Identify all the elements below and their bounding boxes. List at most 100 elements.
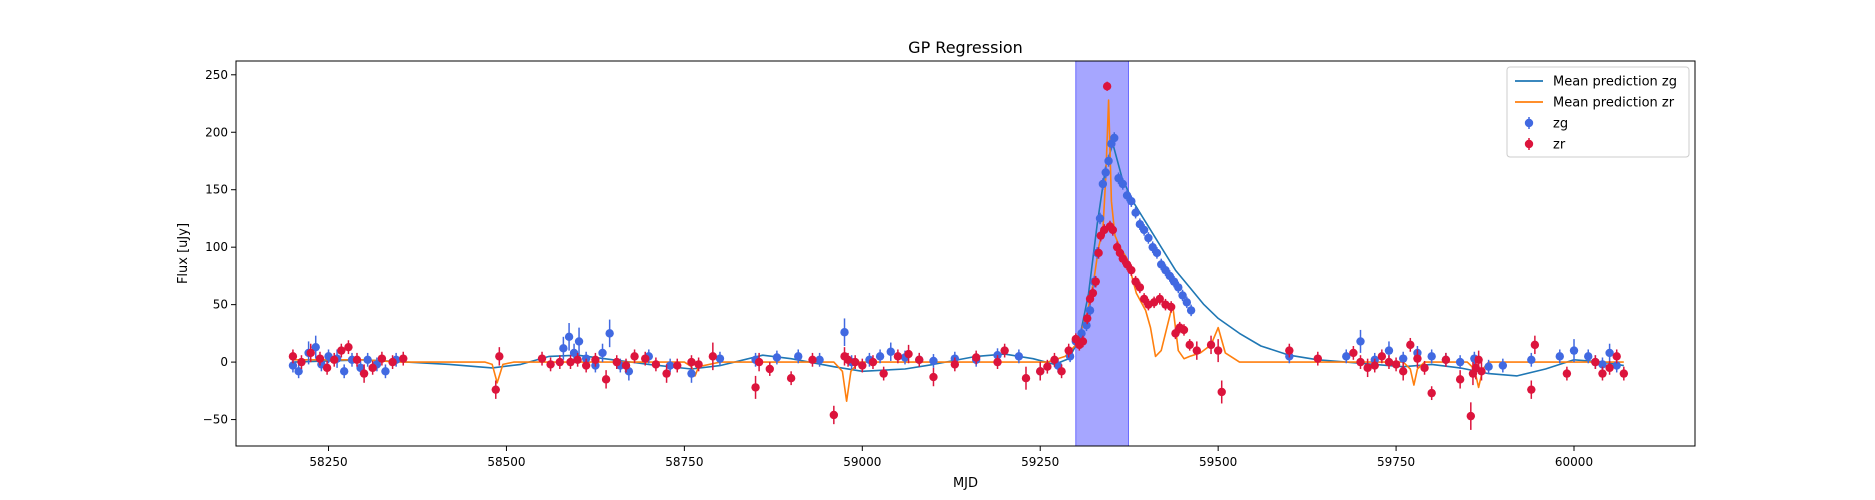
legend-box (1506, 66, 1690, 158)
data-point-zg (1169, 277, 1179, 286)
data-point-zg (605, 329, 614, 338)
data-point-zr (1021, 373, 1031, 383)
data-point-zr (591, 355, 600, 365)
observation-points-layer (288, 81, 1629, 430)
data-point-zg (715, 354, 725, 363)
data-point-zr (630, 352, 639, 361)
data-point-zg (1605, 348, 1614, 358)
data-point-zr (537, 354, 547, 363)
data-point-zr (621, 361, 631, 370)
data-point-zg (1178, 291, 1187, 300)
y-axis-ticks: −50 0 50 100 150 200 250 (203, 68, 236, 427)
data-point-zr (971, 353, 981, 362)
data-point-zr (751, 383, 760, 392)
data-point-zr (601, 375, 611, 384)
data-point-zg (1131, 208, 1140, 217)
data-point-zg (886, 347, 895, 356)
data-point-zg (875, 352, 885, 361)
legend: Mean prediction zg Mean prediction zr zg zr (1506, 66, 1690, 158)
data-point-zg (1182, 298, 1192, 307)
data-point-zg (1095, 214, 1105, 223)
data-point-zg (1152, 248, 1162, 258)
data-point-zg (559, 344, 568, 353)
data-point-zg (1098, 179, 1108, 189)
data-point-zg (929, 356, 938, 366)
data-point-zr (754, 357, 764, 367)
data-point-zr (1285, 346, 1294, 355)
data-point-zg (1085, 306, 1095, 315)
data-point-zg (1139, 225, 1149, 235)
data-point-zg (1584, 352, 1593, 361)
data-point-zr (1477, 367, 1486, 376)
data-point-zr (1083, 314, 1092, 323)
data-point-zr (1356, 357, 1365, 367)
data-point-zr (651, 360, 661, 369)
data-point-zr (1598, 369, 1607, 378)
data-point-zr (1619, 369, 1629, 378)
data-point-zr (1206, 340, 1216, 350)
data-point-zr (1078, 337, 1088, 346)
x-tick-label: 60000 (1555, 455, 1593, 469)
data-point-zr (1091, 277, 1100, 286)
data-point-zg (1101, 168, 1110, 177)
data-point-zr (1127, 265, 1136, 275)
data-point-zr (858, 361, 867, 370)
data-point-zr (1406, 340, 1415, 350)
data-point-zr (1605, 363, 1614, 373)
data-point-zr (555, 357, 565, 367)
data-point-zg (294, 367, 303, 376)
data-point-zr (1043, 362, 1052, 371)
data-point-zg (1427, 352, 1436, 361)
data-point-zg (840, 328, 849, 337)
data-point-zg (1555, 352, 1564, 361)
data-point-zg (1122, 191, 1132, 200)
data-point-zr (315, 354, 325, 363)
data-point-zr (322, 363, 332, 373)
data-point-zg (1135, 219, 1145, 229)
data-point-zr (581, 361, 591, 370)
data-point-zg (1342, 352, 1351, 361)
data-point-zr (1135, 283, 1145, 292)
data-point-zg (1165, 271, 1174, 281)
y-tick-label: 100 (205, 240, 228, 254)
data-point-zr (297, 357, 306, 367)
data-point-zr (573, 355, 582, 365)
data-point-zg (665, 361, 675, 370)
data-point-zg (1082, 321, 1091, 330)
data-point-zr (1413, 354, 1422, 363)
data-point-zg (581, 354, 591, 363)
data-point-zg (1527, 355, 1536, 365)
x-tick-label: 58250 (309, 455, 347, 469)
x-tick-label: 59750 (1377, 455, 1415, 469)
data-point-zr (1064, 346, 1073, 355)
data-point-zr (359, 369, 369, 378)
data-point-zg (1118, 179, 1127, 189)
data-point-zr (808, 355, 817, 365)
data-point-zr (368, 363, 377, 373)
data-point-zr (1370, 361, 1379, 370)
data-point-zg (1161, 265, 1170, 275)
data-point-zg (687, 369, 696, 378)
data-point-zg (772, 353, 782, 362)
data-point-zr (344, 342, 353, 352)
data-point-zr (352, 355, 362, 365)
y-tick-label: −50 (203, 413, 228, 427)
data-point-zg (381, 367, 390, 376)
data-point-zr (1217, 387, 1226, 397)
y-tick-label: 150 (205, 183, 228, 197)
data-point-zr (694, 360, 703, 369)
data-point-zg (1144, 233, 1153, 243)
data-point-zr (330, 355, 339, 365)
data-point-zr (1474, 355, 1483, 365)
data-point-zg (1399, 354, 1408, 363)
data-point-zg (1110, 133, 1119, 143)
data-point-zr (1420, 363, 1429, 373)
data-point-zr (786, 373, 796, 383)
data-point-zr (1000, 346, 1009, 355)
data-point-zr (1094, 248, 1103, 258)
data-point-zg (815, 355, 824, 365)
y-tick-label: 200 (205, 125, 228, 139)
data-point-zr (843, 355, 853, 365)
legend-label-mean-prediction-zg: Mean prediction zg (1553, 75, 1677, 90)
